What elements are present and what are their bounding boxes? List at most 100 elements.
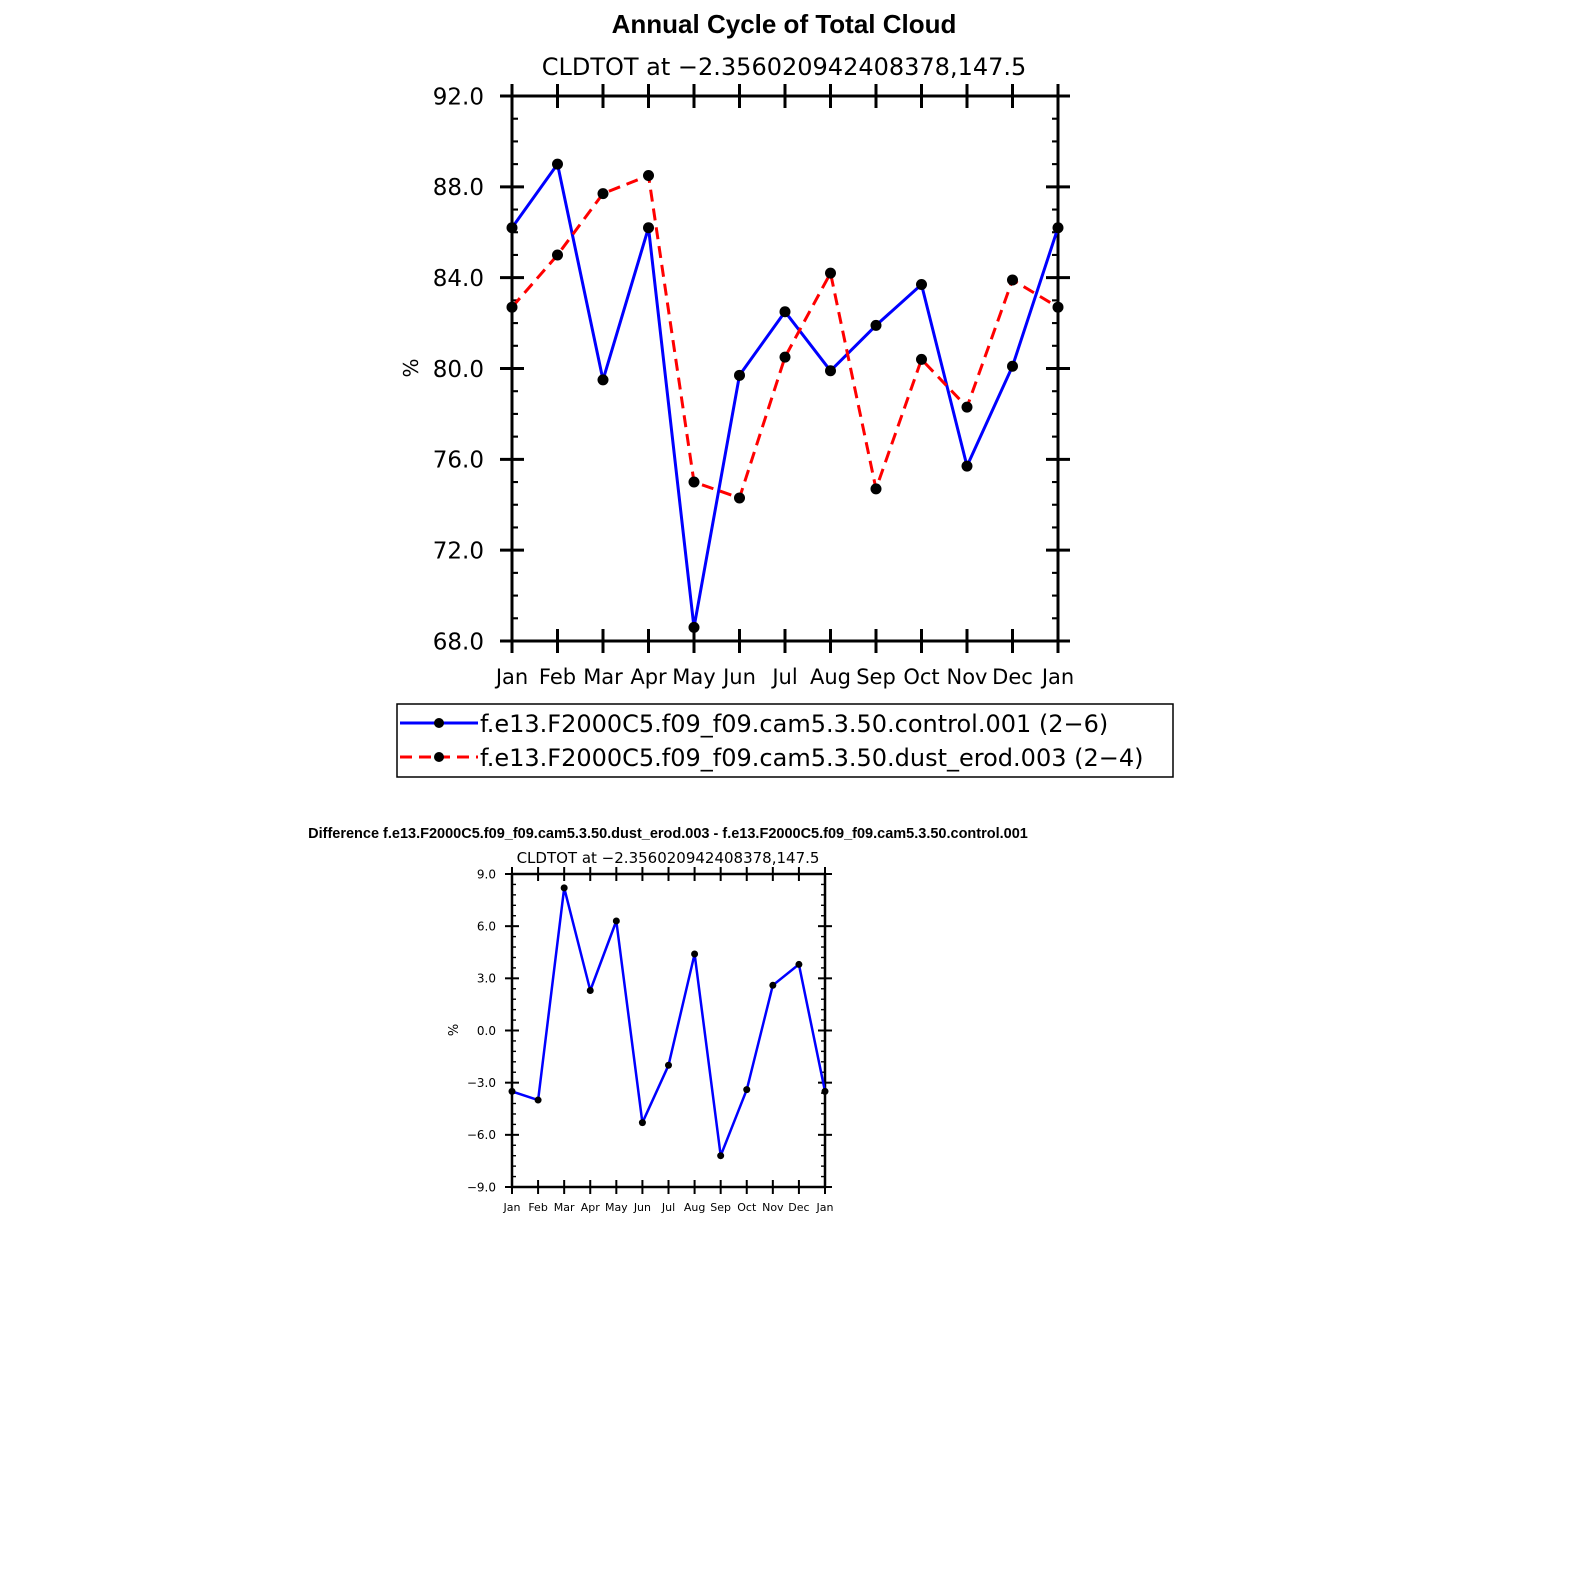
- x-tick-label: Apr: [630, 665, 667, 689]
- series-point: [638, 1119, 646, 1127]
- legend-label-dust: f.e13.F2000C5.f09_f09.cam5.3.50.dust_ero…: [480, 744, 1143, 772]
- y-tick-label: −3.0: [467, 1076, 496, 1090]
- difference-chart: Difference f.e13.F2000C5.f09_f09.cam5.3.…: [308, 826, 1028, 1214]
- series-point: [597, 188, 609, 200]
- series-point: [769, 981, 777, 989]
- x-tick-label: Mar: [583, 665, 623, 689]
- series-point: [821, 1087, 829, 1095]
- series-point: [1052, 301, 1064, 313]
- chart-subtitle: CLDTOT at −2.356020942408378,147.5: [542, 53, 1027, 81]
- x-tick-label: Jun: [721, 665, 756, 689]
- series-point: [586, 987, 594, 995]
- series-point: [643, 222, 654, 234]
- difference-series-layer: [508, 884, 829, 1160]
- plot-frame: [510, 94, 1060, 643]
- y-tick-labels: 68.0 72.0 76.0 80.0 84.0 88.0 92.0: [433, 84, 484, 655]
- x-tick-label: May: [605, 1201, 628, 1214]
- series-point: [1052, 222, 1064, 234]
- series-line: [510, 162, 1060, 629]
- difference-subtitle: CLDTOT at −2.356020942408378,147.5: [517, 849, 820, 867]
- legend-box: [396, 703, 1174, 778]
- y-tick-label: 80.0: [433, 357, 484, 383]
- x-tick-label: Jan: [503, 1201, 521, 1214]
- x-tick-label: Jul: [770, 665, 797, 689]
- series-point: [916, 278, 927, 290]
- series-point: [688, 621, 700, 633]
- x-tick-label: Oct: [737, 1201, 757, 1214]
- series-point: [597, 374, 609, 386]
- y-tick-label: 6.0: [477, 919, 496, 933]
- series-point: [795, 960, 803, 968]
- y-tick-label: 3.0: [477, 972, 496, 986]
- x-tick-label: Jan: [1040, 665, 1074, 689]
- series-point: [961, 401, 973, 413]
- x-tick-label: Apr: [581, 1201, 601, 1214]
- series-point: [506, 301, 518, 313]
- x-tick-labels: Jan Feb Mar Apr May Jun Jul Aug Sep Oct Nov Dec Jan: [494, 665, 1074, 689]
- chart-title: Annual Cycle of Total Cloud: [612, 9, 957, 39]
- series-layer: [506, 158, 1064, 633]
- x-tick-label: Feb: [528, 1201, 547, 1214]
- series-point: [825, 267, 836, 279]
- x-tick-label: Sep: [710, 1201, 731, 1214]
- x-tick-label: Aug: [684, 1201, 705, 1214]
- y-tick-label: −6.0: [467, 1128, 496, 1142]
- series-point: [560, 884, 568, 892]
- series-point: [1007, 274, 1018, 286]
- difference-y-tick-labels: −9.0 −6.0 −3.0 0.0 3.0 6.0 9.0: [467, 867, 496, 1194]
- legend-marker-dust: [434, 752, 444, 762]
- series-point: [552, 158, 563, 170]
- x-tick-label: Nov: [947, 665, 988, 689]
- x-tick-label: Sep: [856, 665, 896, 689]
- series-point: [825, 365, 836, 377]
- difference-title: Difference f.e13.F2000C5.f09_f09.cam5.3.…: [308, 826, 1028, 842]
- series-point: [779, 306, 791, 318]
- difference-y-axis-label: %: [447, 1024, 462, 1036]
- y-tick-label: 9.0: [477, 867, 496, 881]
- series-line: [511, 886, 827, 1157]
- x-tick-label: Jan: [816, 1201, 834, 1214]
- series-point: [506, 222, 518, 234]
- series-point: [961, 460, 973, 472]
- x-tick-label: Oct: [903, 665, 939, 689]
- series-point: [779, 351, 791, 363]
- x-tick-label: Aug: [810, 665, 851, 689]
- x-tick-label: Feb: [539, 665, 576, 689]
- y-tick-label: −9.0: [467, 1180, 496, 1194]
- y-tick-label: 72.0: [433, 538, 484, 564]
- series-point: [534, 1096, 542, 1104]
- series-point: [870, 483, 882, 495]
- series-point: [743, 1086, 751, 1094]
- x-tick-label: Nov: [762, 1201, 784, 1214]
- axis-ticks: [500, 84, 1070, 653]
- difference-x-tick-labels: Jan Feb Mar Apr May Jun Jul Aug Sep Oct Nov Dec Jan: [503, 1201, 834, 1214]
- y-tick-label: 68.0: [433, 629, 484, 655]
- y-axis-label: %: [399, 358, 423, 377]
- legend-label-control: f.e13.F2000C5.f09_f09.cam5.3.50.control.…: [480, 710, 1108, 738]
- y-tick-label: 84.0: [433, 266, 484, 292]
- y-tick-label: 92.0: [433, 84, 484, 110]
- difference-axis-ticks: [505, 867, 832, 1194]
- series-point: [734, 492, 745, 504]
- x-tick-label: Dec: [788, 1201, 809, 1214]
- y-tick-label: 76.0: [433, 448, 484, 474]
- legend-marker-control: [434, 718, 444, 728]
- series-point: [1007, 360, 1018, 372]
- series-point: [717, 1152, 725, 1160]
- series-point: [612, 917, 620, 925]
- x-tick-label: Jan: [494, 665, 528, 689]
- series-point: [552, 249, 563, 261]
- annual-cycle-chart: Annual Cycle of Total Cloud CLDTOT at −2…: [396, 9, 1174, 778]
- x-tick-label: Mar: [554, 1201, 575, 1214]
- series-point: [665, 1061, 672, 1069]
- series-point: [734, 369, 745, 381]
- x-tick-label: Jul: [661, 1201, 675, 1214]
- x-tick-label: Dec: [992, 665, 1033, 689]
- series-point: [870, 319, 882, 331]
- series-point: [688, 476, 700, 488]
- series-point: [916, 353, 927, 365]
- y-tick-label: 0.0: [477, 1024, 496, 1038]
- x-tick-label: Jun: [633, 1201, 651, 1214]
- series-point: [691, 950, 699, 958]
- y-tick-label: 88.0: [433, 175, 484, 201]
